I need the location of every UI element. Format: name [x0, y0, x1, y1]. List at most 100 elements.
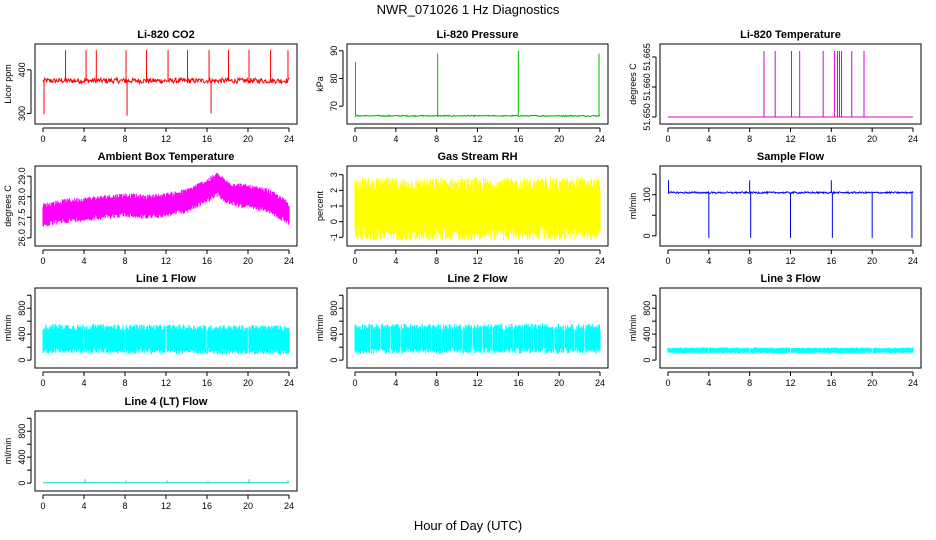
x-tick-label: 24 — [284, 378, 294, 388]
y-tick-label: 400 — [642, 327, 652, 342]
series-line — [354, 114, 601, 118]
x-tick-label: 12 — [161, 256, 171, 266]
x-tick-label: 4 — [706, 256, 711, 266]
y-tick-label: 0 — [329, 219, 339, 224]
x-tick-label: 24 — [908, 378, 918, 388]
x-tick-label: 0 — [40, 134, 45, 144]
x-tick-label: 16 — [202, 378, 212, 388]
x-tick-label: 16 — [202, 501, 212, 511]
x-tick-label: 24 — [284, 134, 294, 144]
x-tick-label: 16 — [202, 134, 212, 144]
x-tick-label: 20 — [554, 256, 564, 266]
x-tick-label: 4 — [393, 256, 398, 266]
y-axis: 51.650 51.660 51.665 — [642, 43, 657, 131]
y-axis-label: ml/min — [315, 315, 325, 342]
x-tick-label: 8 — [122, 501, 127, 511]
x-tick-label: 4 — [393, 134, 398, 144]
plot-frame — [34, 410, 298, 492]
x-axis: 0 4 8 12 16 20 24 — [352, 371, 605, 388]
x-tick-label: 12 — [161, 134, 171, 144]
x-tick-label: 16 — [826, 134, 836, 144]
data-series — [42, 173, 290, 227]
panel-ambtemp: Ambient Box Temperature degrees C 0 4 8 12 16 2… — [3, 151, 298, 266]
series-band — [42, 173, 290, 227]
y-tick-label: 800 — [329, 301, 339, 316]
figure-xlabel: Hour of Day (UTC) — [414, 518, 522, 533]
x-tick-label: 0 — [352, 256, 357, 266]
x-tick-label: 20 — [554, 134, 564, 144]
panel-line3: Line 3 Flow ml/min 0 4 8 12 16 20 24 0 400 800 — [628, 273, 922, 388]
y-axis: 300 400 — [17, 62, 32, 121]
panel-temp820: Li-820 Temperature degrees C 0 4 8 12 16 20 24 51… — [628, 29, 922, 144]
data-series — [354, 50, 601, 118]
x-axis: 0 4 8 12 16 20 24 — [40, 371, 294, 388]
y-axis-label: percent — [315, 190, 325, 221]
x-tick-label: 4 — [81, 256, 86, 266]
x-tick-label: 20 — [243, 378, 253, 388]
plot-frame — [34, 43, 298, 125]
y-axis: 26.0 27.5 28.0 29.0 — [17, 167, 32, 247]
series-band — [42, 324, 290, 355]
y-axis: 0 400 800 — [642, 294, 657, 363]
x-tick-label: 4 — [81, 378, 86, 388]
x-tick-label: 0 — [665, 134, 670, 144]
data-series — [42, 324, 290, 355]
y-tick-label: 800 — [642, 301, 652, 316]
plot-frame — [34, 165, 298, 247]
data-series — [42, 50, 290, 116]
x-tick-label: 8 — [434, 256, 439, 266]
data-series — [667, 180, 914, 238]
x-tick-label: 12 — [161, 378, 171, 388]
x-axis: 0 4 8 12 16 20 24 — [40, 494, 294, 511]
x-tick-label: 12 — [472, 134, 482, 144]
x-tick-label: 20 — [243, 501, 253, 511]
data-series — [43, 479, 289, 484]
y-tick-label: 80 — [329, 73, 339, 83]
x-tick-label: 4 — [81, 134, 86, 144]
x-tick-label: 16 — [513, 134, 523, 144]
panel-co2: Li-820 CO2 Licor ppm 0 4 8 12 16 20 24 300 400 — [3, 29, 298, 144]
y-axis-label: kPa — [315, 76, 325, 92]
y-tick-label: 51.665 — [642, 43, 652, 71]
y-axis: 0 100 — [642, 173, 657, 238]
panel-title: Li-820 CO2 — [137, 29, 194, 41]
x-tick-label: 16 — [202, 256, 212, 266]
x-tick-label: 12 — [785, 134, 795, 144]
y-tick-label: 51.660 — [642, 73, 652, 101]
x-tick-label: 0 — [40, 501, 45, 511]
plot-frame — [346, 43, 609, 125]
panel-line1: Line 1 Flow ml/min 0 4 8 12 16 20 24 0 400 800 — [3, 273, 298, 388]
series-line — [42, 76, 290, 86]
panel-title: Line 3 Flow — [761, 273, 821, 285]
y-tick-label: -1 — [329, 233, 339, 241]
panel-title: Li-820 Temperature — [740, 29, 841, 41]
x-axis: 0 4 8 12 16 20 24 — [40, 127, 294, 144]
y-tick-label: 0 — [17, 481, 27, 486]
y-tick-label: 29.0 — [17, 167, 27, 185]
series-band — [354, 323, 601, 354]
x-tick-label: 16 — [826, 378, 836, 388]
panel-line2: Line 2 Flow ml/min 0 4 8 12 16 20 24 0 400 800 — [315, 273, 609, 388]
plot-frame — [346, 165, 609, 247]
y-tick-label: 0 — [329, 358, 339, 363]
x-tick-label: 0 — [352, 378, 357, 388]
panel-title: Li-820 Pressure — [437, 29, 519, 41]
x-tick-label: 24 — [595, 134, 605, 144]
y-axis: 0 400 800 — [17, 417, 32, 486]
y-tick-label: 800 — [17, 301, 27, 316]
y-tick-label: 70 — [329, 101, 339, 111]
y-axis-label: ml/min — [3, 315, 13, 342]
x-tick-label: 8 — [747, 134, 752, 144]
y-axis-label: degrees C — [3, 185, 13, 227]
y-axis: 70 80 90 — [329, 46, 344, 111]
plot-frame — [346, 287, 609, 369]
x-tick-label: 8 — [434, 134, 439, 144]
x-tick-label: 4 — [81, 501, 86, 511]
y-axis-label: ml/min — [3, 438, 13, 465]
y-tick-label: 800 — [17, 424, 27, 439]
x-tick-label: 20 — [867, 134, 877, 144]
plot-frame — [34, 287, 298, 369]
panel-sampleflow: Sample Flow ml/min 0 4 8 12 16 20 24 0 100 — [628, 151, 922, 266]
